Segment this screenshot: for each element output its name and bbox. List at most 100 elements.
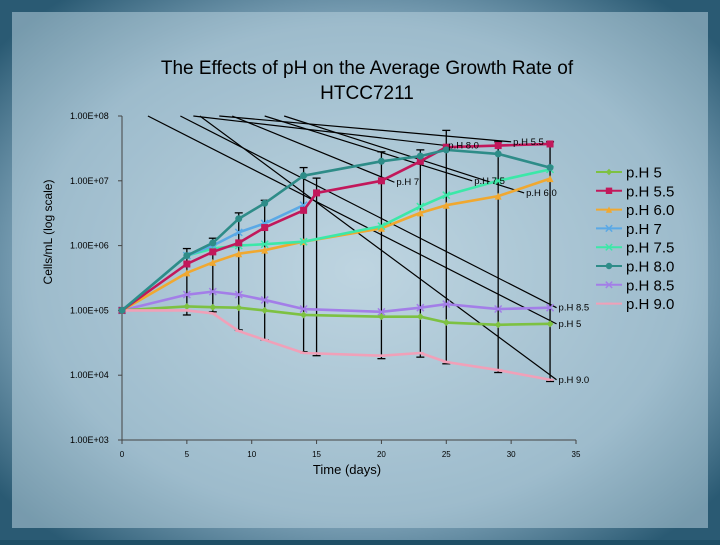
legend-item: p.H 9.0 [596,296,674,313]
legend-swatch-marker [605,262,613,270]
legend-item: p.H 8.5 [596,277,674,294]
annotation-label: p.H 8.5 [559,303,590,314]
data-point [416,209,424,217]
data-point [442,191,451,200]
legend-item: p.H 7 [596,221,662,238]
data-point [494,192,502,200]
annotation-label: p.H 9.0 [559,375,590,386]
data-point [546,303,555,312]
data-point [208,287,217,296]
data-point [261,199,269,207]
y-tick-label: 1.00E+07 [70,176,109,186]
annotation-label: p.H 5 [559,319,582,330]
x-tick-label: 15 [312,450,321,459]
data-point [209,239,217,247]
y-axis-label: Cells/mL (log scale) [41,180,55,285]
annotation-label: p.H 5.5 [513,137,544,148]
data-point [183,260,191,268]
annotation-guide-line [147,115,557,325]
data-point [300,311,308,319]
data-point [494,176,503,185]
data-point [234,228,243,237]
data-point [546,175,554,183]
legend-item: p.H 7.5 [596,240,674,257]
data-point [377,307,386,316]
legend-item: p.H 5 [596,165,662,182]
data-point [494,304,503,314]
annotation-label: p.H 6.0 [526,188,557,199]
data-point [260,240,269,249]
legend-swatch-marker [605,168,613,176]
annotation-guide-line [264,115,473,182]
x-tick-label: 25 [442,450,451,459]
data-point [209,258,217,266]
data-point [235,250,243,258]
series-lines [117,140,555,382]
data-point [416,313,424,321]
data-point [546,320,554,328]
data-point [442,201,450,209]
slide-inner-panel [12,12,708,528]
data-point [494,142,502,150]
y-tick-label: 1.00E+06 [70,241,109,251]
data-point [261,246,269,254]
legend-swatch-marker [605,243,613,251]
data-point [416,202,425,211]
data-point [494,321,502,329]
y-tick-label: 1.00E+03 [70,435,109,445]
y-tick-label: 1.00E+08 [70,111,109,121]
legend-label: p.H 5 [626,165,662,182]
annotation-guide-line [219,115,512,143]
legend-label: p.H 5.5 [626,183,674,200]
legend-swatch-marker [605,187,613,194]
data-point [416,303,425,312]
annotations: p.H 8.0 p.H 5.5 p.H 7 p.H 7.5 p.H 6.0 p.H 8.5… [396,137,589,386]
x-tick-label: 30 [507,450,516,459]
legend-swatch-marker [605,281,613,289]
data-point [234,290,243,299]
data-point [183,302,191,310]
x-tick-label: 35 [572,450,581,459]
data-point [299,304,308,314]
x-tick-label: 20 [377,450,386,459]
data-point [377,313,385,321]
legend-label: p.H 7.5 [626,240,674,257]
data-point [235,215,243,223]
data-point [377,224,385,232]
annotation-guide-line [232,115,395,183]
legend-item: p.H 8.0 [596,259,674,276]
legend-label: p.H 8.0 [626,259,674,276]
legend-swatch-marker [605,206,613,213]
data-point [183,252,191,260]
annotation-guide-line [283,115,525,194]
legend: p.H 5p.H 5.5p.H 6.0p.H 7p.H 7.5p.H 8.0p.… [596,165,674,313]
data-point [494,150,502,158]
data-point [183,269,191,277]
annotation-label: p.H 7 [396,177,419,188]
annotation-guide-line [193,115,447,147]
data-point [442,319,450,327]
data-point [442,146,450,154]
legend-item: p.H 5.5 [596,183,674,200]
data-point [299,237,308,246]
data-point [260,295,269,304]
data-point [377,157,385,165]
x-tick-label: 10 [247,450,256,459]
data-point [261,224,269,232]
data-point [118,306,126,314]
annotation-label: p.H 8.0 [448,141,479,152]
legend-item: p.H 6.0 [596,202,674,219]
data-point [442,300,451,309]
y-tick-label: 1.00E+05 [70,305,109,315]
legend-label: p.H 8.5 [626,277,674,294]
data-point [261,306,269,314]
series-pH-8_0 [118,146,554,314]
annotation-guide-line [199,115,557,381]
data-point [300,172,308,180]
data-point [182,290,191,299]
chart-title-line-1: The Effects of pH on the Average Growth … [161,58,574,79]
data-point [546,164,554,172]
annotation-guide-lines [147,115,557,381]
